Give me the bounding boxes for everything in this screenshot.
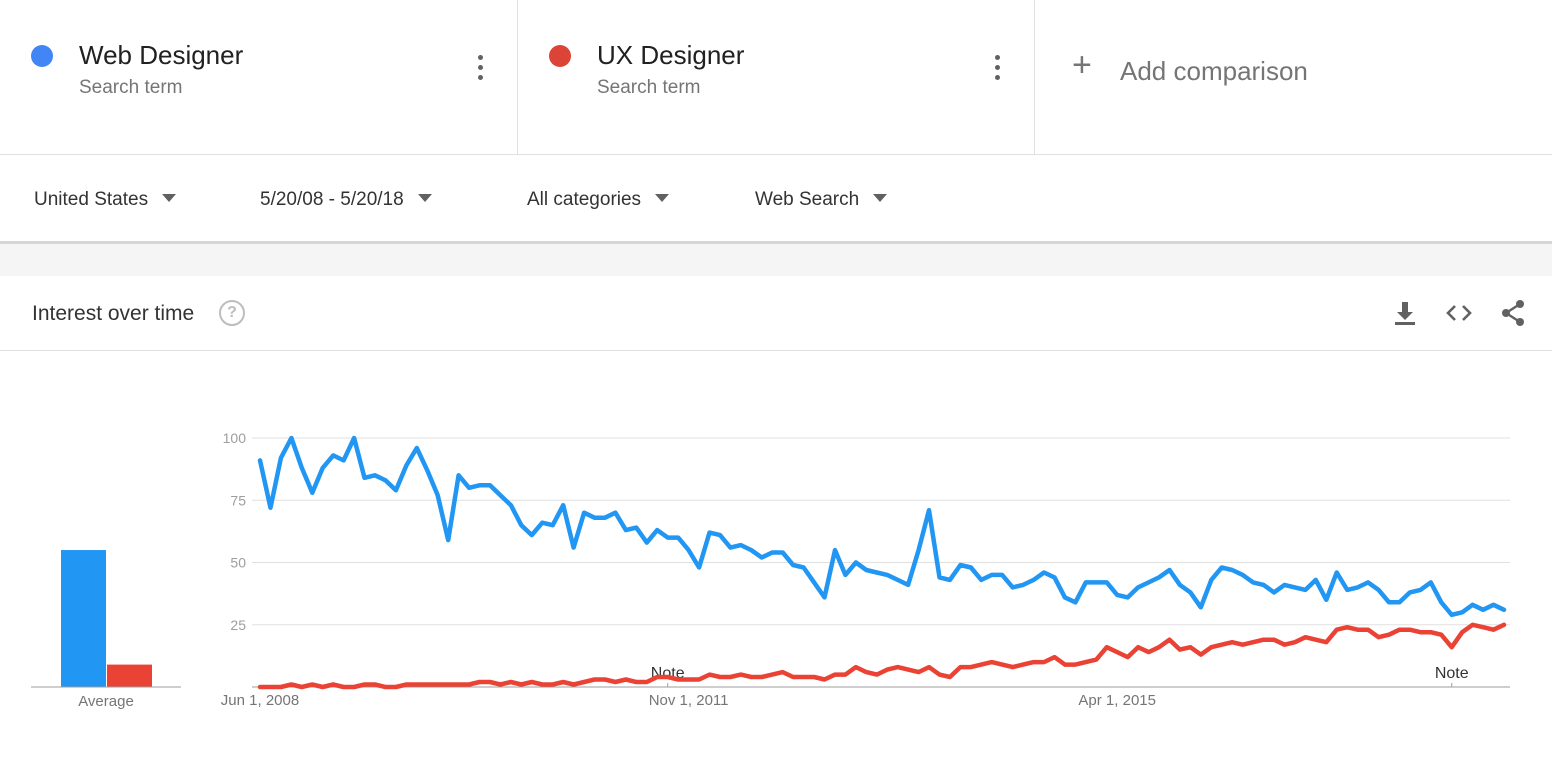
term-color-dot bbox=[31, 45, 53, 67]
term-subtitle: Search term bbox=[597, 77, 701, 98]
caret-down-icon bbox=[873, 193, 888, 202]
category-value: All categories bbox=[527, 189, 642, 210]
more-options-icon[interactable] bbox=[468, 55, 492, 83]
y-tick-label: 25 bbox=[230, 617, 246, 633]
y-tick-label: 100 bbox=[223, 430, 247, 446]
term-name: Web Designer bbox=[79, 40, 244, 70]
plus-icon: + bbox=[1072, 46, 1092, 84]
caret-down-icon bbox=[417, 193, 432, 202]
panel-title: Interest over time bbox=[32, 302, 195, 325]
series-line-ux-designer bbox=[257, 622, 1507, 690]
search-terms-bar: Web Designer Search term UX Designer Sea… bbox=[0, 0, 1552, 155]
share-icon[interactable] bbox=[1498, 298, 1528, 328]
y-tick-label: 50 bbox=[230, 555, 246, 571]
interest-over-time-chart: 100 75 50 25 Jun 1, 2008 Nov 1, 2011 Apr 1, 20… bbox=[0, 352, 1552, 754]
term-name: UX Designer bbox=[597, 40, 745, 70]
date-range-dropdown[interactable]: 5/20/08 - 5/20/18 bbox=[260, 189, 432, 211]
search-type-value: Web Search bbox=[755, 189, 860, 210]
chart-svg: 100 75 50 25 Jun 1, 2008 Nov 1, 2011 Apr 1, 20… bbox=[31, 430, 1510, 710]
caret-down-icon bbox=[655, 193, 670, 202]
average-bar-web-designer bbox=[61, 550, 106, 687]
interest-over-time-header: Interest over time ? bbox=[0, 276, 1552, 351]
x-tick-label: Apr 1, 2015 bbox=[1078, 692, 1156, 709]
average-bar-ux-designer bbox=[107, 664, 152, 687]
series-line-web-designer bbox=[257, 435, 1507, 618]
x-tick-label: Jun 1, 2008 bbox=[221, 692, 299, 709]
x-tick-label: Nov 1, 2011 bbox=[649, 692, 729, 709]
term-card-web-designer[interactable]: Web Designer Search term bbox=[0, 0, 518, 154]
download-icon[interactable] bbox=[1390, 298, 1420, 328]
category-dropdown[interactable]: All categories bbox=[527, 189, 670, 211]
region-dropdown[interactable]: United States bbox=[34, 189, 177, 211]
more-options-icon[interactable] bbox=[985, 55, 1009, 83]
embed-icon[interactable] bbox=[1444, 298, 1474, 328]
help-icon[interactable]: ? bbox=[219, 300, 245, 326]
note-label: Note bbox=[1435, 665, 1469, 682]
term-color-dot bbox=[549, 45, 571, 67]
caret-down-icon bbox=[162, 193, 177, 202]
add-comparison-label: Add comparison bbox=[1120, 56, 1308, 86]
region-value: United States bbox=[34, 189, 149, 210]
search-type-dropdown[interactable]: Web Search bbox=[755, 189, 888, 211]
term-card-ux-designer[interactable]: UX Designer Search term bbox=[518, 0, 1035, 154]
date-range-value: 5/20/08 - 5/20/18 bbox=[260, 189, 404, 210]
term-subtitle: Search term bbox=[79, 77, 183, 98]
section-divider bbox=[0, 244, 1552, 276]
average-label: Average bbox=[78, 693, 134, 710]
y-tick-label: 75 bbox=[230, 492, 246, 508]
filters-bar: United States 5/20/08 - 5/20/18 All cate… bbox=[0, 155, 1552, 244]
